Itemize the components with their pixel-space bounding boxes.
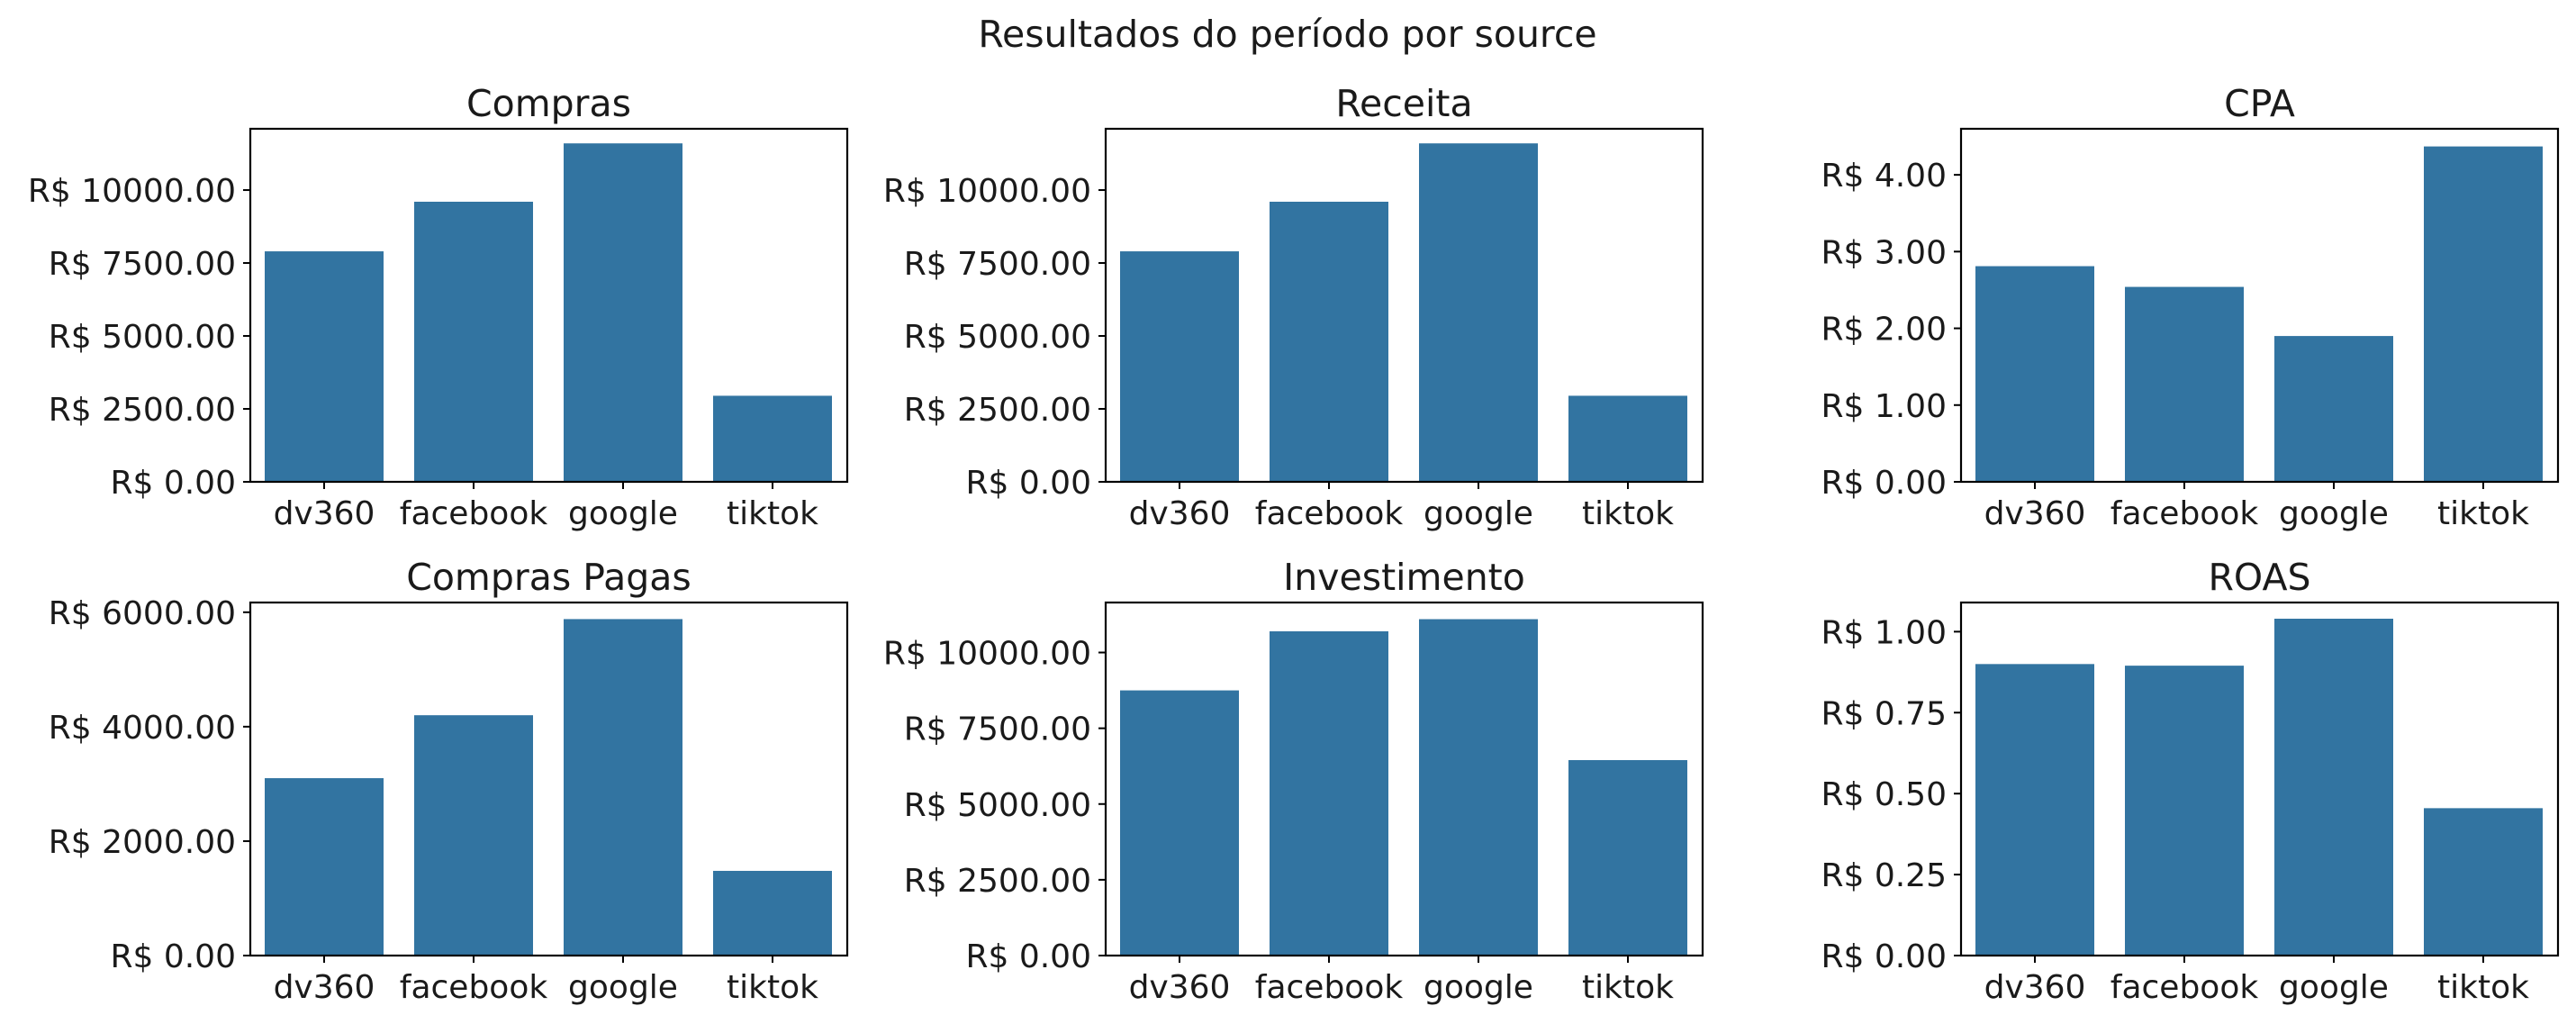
bar (1419, 143, 1538, 482)
bar (2274, 336, 2393, 482)
bar (2424, 146, 2543, 482)
y-tick-label: R$ 1.00 (1821, 614, 1947, 651)
x-tick-label: dv360 (274, 495, 375, 532)
bar (713, 870, 832, 956)
y-tick-label: R$ 7500.00 (49, 246, 236, 283)
plot-frame (1959, 601, 2560, 957)
y-tick-label: R$ 0.00 (110, 465, 236, 502)
panel-title: Investimento (1283, 556, 1525, 599)
x-tick-label: dv360 (1129, 495, 1231, 532)
panel-title: Compras (466, 82, 631, 125)
panel-title: CPA (2224, 82, 2295, 125)
x-tick-label: google (2279, 495, 2389, 532)
panel-title: Compras Pagas (406, 556, 691, 599)
y-tick-label: R$ 7500.00 (904, 246, 1091, 283)
y-tick-label: R$ 2500.00 (904, 392, 1091, 429)
plot-frame (1104, 601, 1704, 957)
y-tick-label: R$ 5000.00 (904, 319, 1091, 356)
x-tick-label: dv360 (1984, 495, 2086, 532)
x-tick-label: google (1424, 969, 1533, 1006)
bar (2274, 618, 2393, 956)
y-tick-label: R$ 5000.00 (49, 319, 236, 356)
x-tick-label: dv360 (1984, 969, 2086, 1006)
x-tick-label: facebook (1255, 495, 1404, 532)
bar (1975, 266, 2094, 482)
y-tick-label: R$ 0.75 (1821, 695, 1947, 732)
bar (1568, 395, 1687, 482)
x-tick-label: dv360 (1129, 969, 1231, 1006)
plot-frame (249, 127, 849, 484)
chart-panel: Investimento dv360 facebook google tiktok R$ … (883, 556, 1704, 1006)
chart-panel: Compras Pagas dv360 facebook google tiktok R$… (49, 556, 849, 1006)
x-tick-label: google (568, 969, 678, 1006)
x-tick-label: facebook (2111, 495, 2259, 532)
y-tick-label: R$ 0.00 (965, 938, 1091, 975)
y-tick-label: R$ 0.00 (965, 465, 1091, 502)
bar (713, 395, 832, 482)
panel-title: Receita (1335, 82, 1472, 125)
x-tick-label: tiktok (727, 969, 818, 1006)
y-tick-label: R$ 5000.00 (904, 787, 1091, 824)
plot-frame (249, 601, 849, 957)
chart-panel: ROAS dv360 facebook google tiktok R$ 0.00 R$ 0… (1821, 556, 2560, 1006)
bar (1568, 759, 1687, 956)
y-tick-label: R$ 0.00 (1821, 465, 1947, 502)
bar (414, 715, 533, 956)
y-tick-label: R$ 2500.00 (904, 863, 1091, 900)
bar (564, 619, 682, 956)
y-tick-label: R$ 0.00 (1821, 938, 1947, 975)
x-tick-label: facebook (2111, 969, 2259, 1006)
y-tick-label: R$ 10000.00 (28, 173, 236, 210)
chart-panel: Receita dv360 facebook google tiktok R$ 0.00 R… (883, 82, 1704, 532)
x-tick-label: facebook (400, 495, 548, 532)
y-tick-label: R$ 0.00 (110, 938, 236, 975)
y-tick-label: R$ 2500.00 (49, 392, 236, 429)
x-tick-label: google (2279, 969, 2389, 1006)
bar (1270, 201, 1388, 482)
y-tick-label: R$ 6000.00 (49, 595, 236, 632)
bar (265, 778, 384, 956)
y-tick-label: R$ 0.25 (1821, 857, 1947, 894)
y-tick-label: R$ 7500.00 (904, 711, 1091, 748)
y-tick-label: R$ 0.50 (1821, 776, 1947, 813)
y-tick-label: R$ 3.00 (1821, 234, 1947, 271)
bar (1120, 690, 1239, 956)
bar (2125, 666, 2244, 956)
y-tick-label: R$ 1.00 (1821, 388, 1947, 425)
bar (2125, 286, 2244, 482)
plot-frame (1104, 127, 1704, 484)
chart-panel: Compras dv360 facebook google tiktok R$ 0.00 R… (28, 82, 849, 532)
x-tick-label: tiktok (2437, 969, 2529, 1006)
plot-frame (1959, 127, 2560, 484)
y-tick-label: R$ 4000.00 (49, 710, 236, 747)
bar (1975, 664, 2094, 956)
figure-title: Resultados do período por source (978, 13, 1596, 56)
bar (564, 143, 682, 482)
x-tick-label: dv360 (274, 969, 375, 1006)
bar (1419, 619, 1538, 956)
chart-panel: CPA dv360 facebook google tiktok R$ 0.00 R$ 1.… (1821, 82, 2560, 532)
x-tick-label: tiktok (1582, 969, 1674, 1006)
bar (414, 201, 533, 482)
y-tick-label: R$ 4.00 (1821, 158, 1947, 195)
bar (265, 251, 384, 482)
bar (2424, 808, 2543, 956)
y-tick-label: R$ 10000.00 (883, 636, 1091, 673)
x-tick-label: facebook (400, 969, 548, 1006)
panel-title: ROAS (2208, 556, 2310, 599)
y-tick-label: R$ 2000.00 (49, 824, 236, 861)
y-tick-label: R$ 2.00 (1821, 312, 1947, 349)
bar (1270, 630, 1388, 956)
x-tick-label: tiktok (1582, 495, 1674, 532)
x-tick-label: facebook (1255, 969, 1404, 1006)
x-tick-label: google (1424, 495, 1533, 532)
x-tick-label: google (568, 495, 678, 532)
x-tick-label: tiktok (2437, 495, 2529, 532)
bar (1120, 251, 1239, 482)
x-tick-label: tiktok (727, 495, 818, 532)
y-tick-label: R$ 10000.00 (883, 173, 1091, 210)
